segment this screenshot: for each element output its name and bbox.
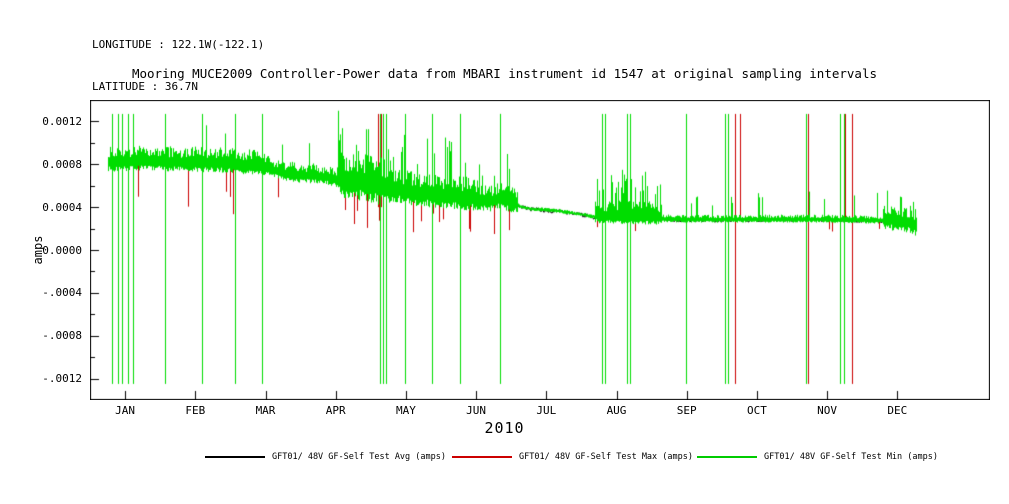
x-tick-label: JUL bbox=[536, 404, 557, 417]
y-tick-label: -.0004 bbox=[42, 286, 82, 300]
y-tick-label: 0.0012 bbox=[42, 114, 82, 128]
y-tick-label: 0.0004 bbox=[42, 200, 82, 214]
legend-label-avg: GFT01/ 48V GF-Self Test Avg (amps) bbox=[272, 452, 446, 462]
legend-entry-avg: GFT01/ 48V GF-Self Test Avg (amps) bbox=[205, 452, 446, 462]
x-tick-label: MAR bbox=[255, 404, 276, 417]
x-tick-label: DEC bbox=[887, 404, 908, 417]
x-tick-label: JUN bbox=[466, 404, 487, 417]
latitude-text: LATITUDE : 36.7N bbox=[92, 80, 198, 93]
x-tick-label: APR bbox=[325, 404, 346, 417]
y-tick-label: 0.0008 bbox=[42, 157, 82, 171]
x-tick-label: SEP bbox=[676, 404, 697, 417]
legend-line-avg bbox=[205, 456, 265, 458]
plot-canvas bbox=[90, 100, 990, 400]
legend-line-max bbox=[452, 456, 512, 458]
x-tick-label: NOV bbox=[817, 404, 838, 417]
legend-line-min bbox=[697, 456, 757, 458]
x-tick-label: JAN bbox=[115, 404, 136, 417]
legend-entry-max: GFT01/ 48V GF-Self Test Max (amps) bbox=[452, 452, 693, 462]
y-tick-label: 0.0000 bbox=[42, 243, 82, 257]
legend-label-max: GFT01/ 48V GF-Self Test Max (amps) bbox=[519, 452, 693, 462]
legend-label-min: GFT01/ 48V GF-Self Test Min (amps) bbox=[764, 452, 938, 462]
y-tick-label: -.0012 bbox=[42, 372, 82, 386]
x-tick-label: AUG bbox=[606, 404, 627, 417]
x-tick-label: OCT bbox=[746, 404, 767, 417]
x-tick-label: MAY bbox=[395, 404, 416, 417]
chart-title: Mooring MUCE2009 Controller-Power data f… bbox=[131, 66, 878, 81]
x-tick-label: FEB bbox=[185, 404, 206, 417]
y-tick-label: -.0008 bbox=[42, 329, 82, 343]
legend-entry-min: GFT01/ 48V GF-Self Test Min (amps) bbox=[697, 452, 938, 462]
longitude-text: LONGITUDE : 122.1W(-122.1) bbox=[92, 38, 265, 51]
x-axis-year-label: 2010 bbox=[484, 419, 525, 437]
